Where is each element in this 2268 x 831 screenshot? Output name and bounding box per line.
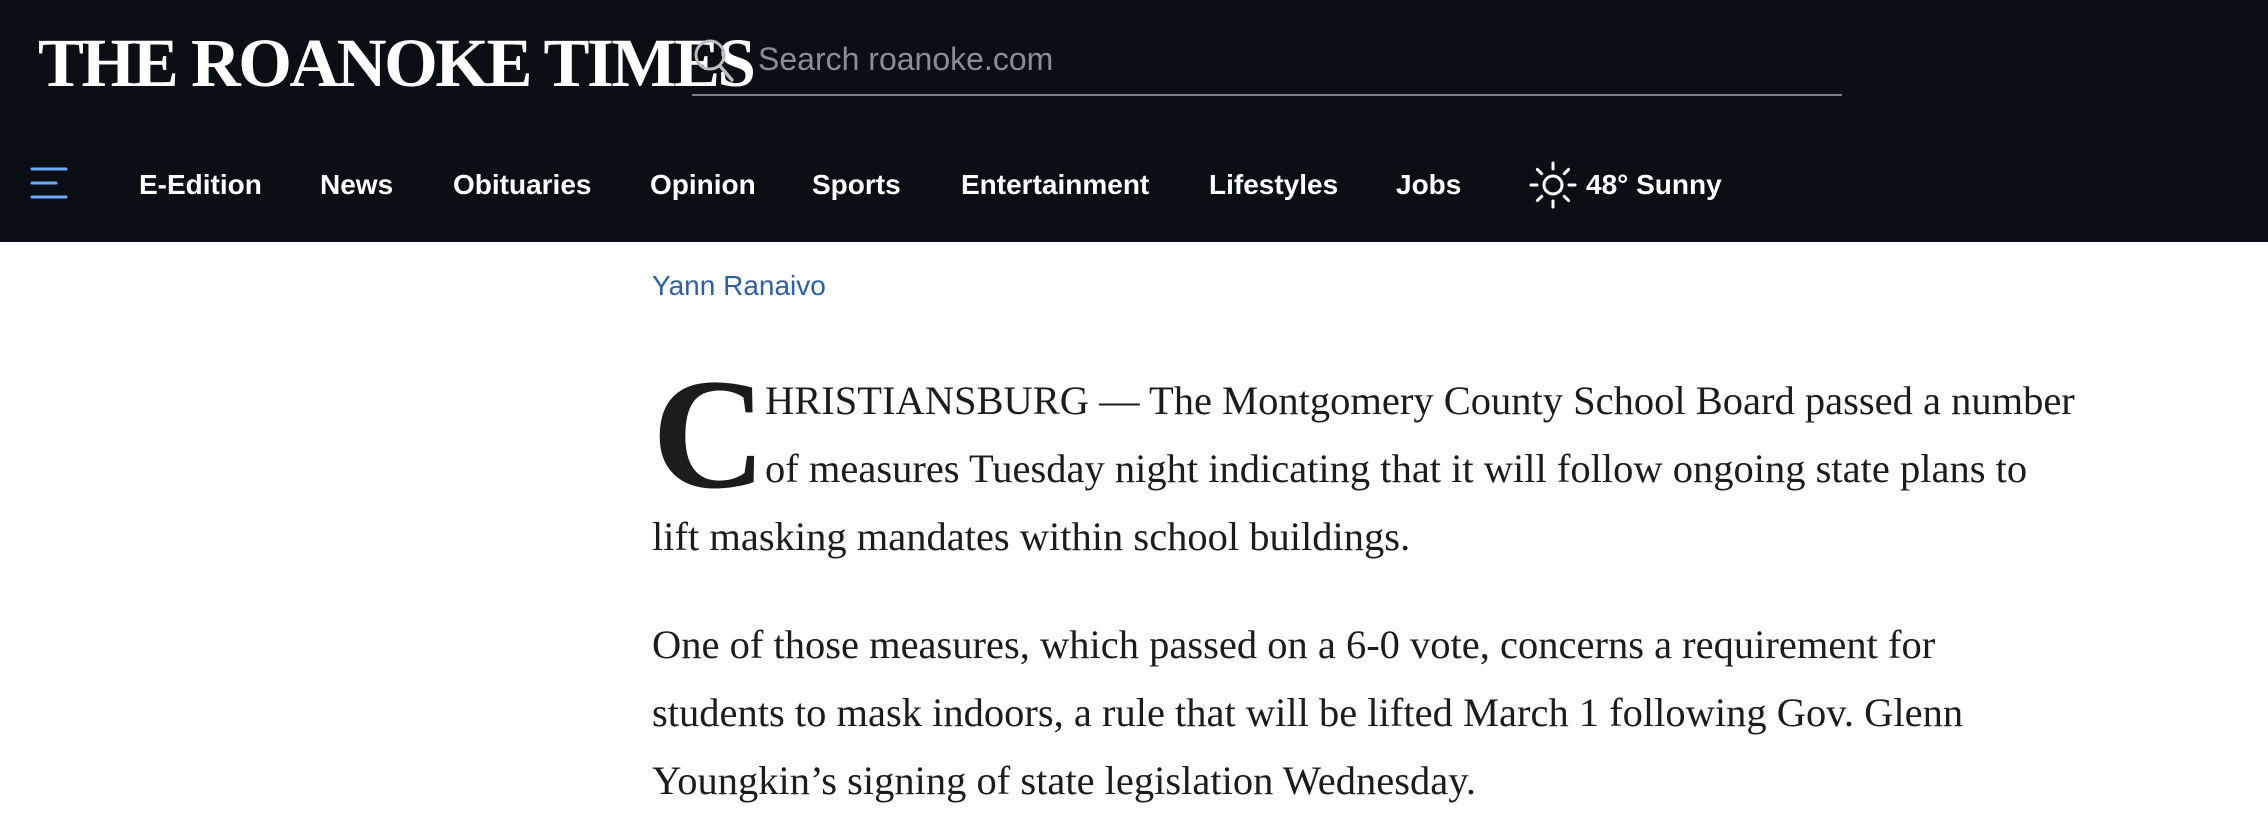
nav-item-sports[interactable]: Sports bbox=[812, 169, 901, 200]
nav-item-obituaries[interactable]: Obituaries bbox=[453, 169, 592, 200]
nav-item-news[interactable]: News bbox=[320, 169, 394, 200]
nav-item-e-edition[interactable]: E-Edition bbox=[139, 169, 262, 200]
nav-item-opinion[interactable]: Opinion bbox=[650, 169, 756, 200]
nav-item-entertainment[interactable]: Entertainment bbox=[961, 169, 1150, 200]
hamburger-menu-icon[interactable] bbox=[30, 166, 70, 200]
search-icon[interactable] bbox=[692, 36, 736, 84]
main-nav: E-Edition News Obituaries Opinion Sports… bbox=[0, 155, 1800, 215]
nav-item-jobs[interactable]: Jobs bbox=[1396, 169, 1462, 200]
paragraph-line: of measures Tuesday night indicating tha… bbox=[765, 446, 2028, 491]
search-bar[interactable] bbox=[692, 30, 1842, 96]
paragraph-line: Youngkin’s signing of state legislation … bbox=[652, 758, 1476, 803]
search-input[interactable] bbox=[758, 30, 1808, 88]
sun-icon bbox=[1529, 161, 1577, 209]
nav-item-lifestyles[interactable]: Lifestyles bbox=[1209, 169, 1339, 200]
paragraph-line: lift masking mandates within school buil… bbox=[652, 514, 1411, 559]
weather-widget[interactable]: 48° Sunny bbox=[1528, 155, 1722, 215]
masthead-logo[interactable]: THE ROANOKE TIMES bbox=[38, 25, 756, 101]
weather-text: 48° Sunny bbox=[1586, 169, 1722, 200]
paragraph-line: HRISTIANSBURG — The Montgomery County Sc… bbox=[765, 378, 2075, 423]
site-header: THE ROANOKE TIMES E-Edition News Obituar… bbox=[0, 0, 2268, 242]
paragraph-line: students to mask indoors, a rule that wi… bbox=[652, 690, 1964, 735]
drop-cap: C bbox=[652, 347, 767, 522]
byline-author[interactable]: Yann Ranaivo bbox=[652, 270, 826, 301]
paragraph-line: One of those measures, which passed on a… bbox=[652, 622, 1936, 667]
